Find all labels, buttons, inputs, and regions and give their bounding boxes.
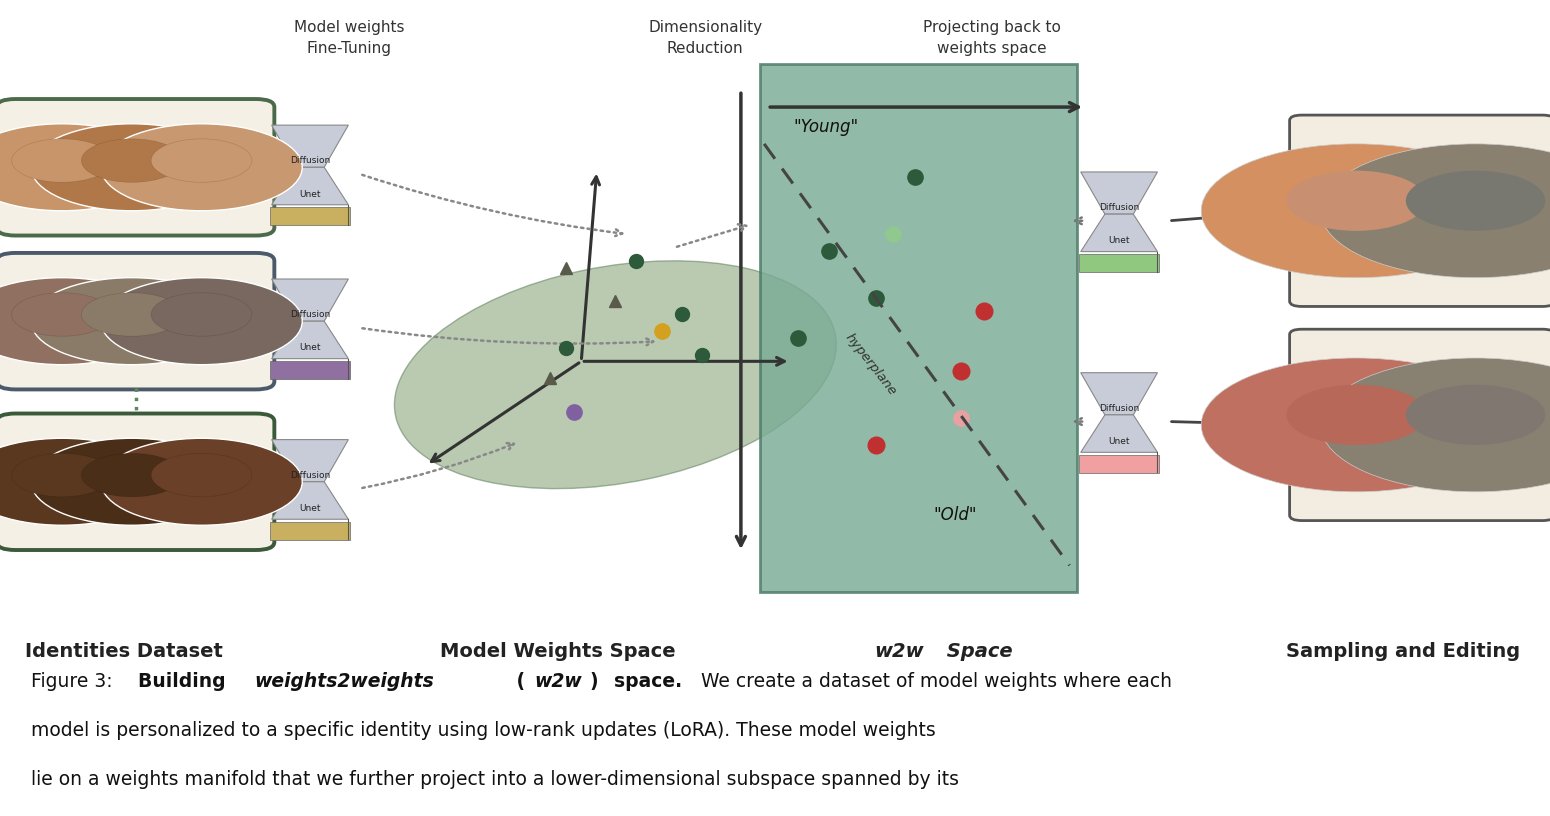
Polygon shape bbox=[1080, 214, 1158, 251]
Text: Identities Dataset: Identities Dataset bbox=[25, 642, 223, 661]
Polygon shape bbox=[271, 322, 349, 359]
Circle shape bbox=[1201, 144, 1511, 277]
Text: Diffusion: Diffusion bbox=[290, 156, 330, 165]
FancyBboxPatch shape bbox=[1079, 255, 1159, 273]
Text: Sampling and Editing: Sampling and Editing bbox=[1285, 642, 1521, 661]
FancyBboxPatch shape bbox=[1290, 329, 1550, 521]
Text: Unet: Unet bbox=[299, 189, 321, 198]
Circle shape bbox=[1321, 144, 1550, 277]
FancyBboxPatch shape bbox=[0, 414, 274, 550]
Polygon shape bbox=[1080, 373, 1158, 415]
Circle shape bbox=[1286, 385, 1426, 445]
Circle shape bbox=[31, 124, 232, 211]
Polygon shape bbox=[271, 167, 349, 205]
Circle shape bbox=[1406, 385, 1545, 445]
Text: Diffusion: Diffusion bbox=[290, 310, 330, 319]
Text: Diffusion: Diffusion bbox=[1099, 404, 1139, 413]
Circle shape bbox=[12, 454, 112, 497]
Circle shape bbox=[12, 139, 112, 182]
Text: Unet: Unet bbox=[1108, 437, 1130, 446]
Text: Diffusion: Diffusion bbox=[1099, 203, 1139, 212]
Circle shape bbox=[0, 277, 163, 365]
Text: Space: Space bbox=[941, 642, 1012, 661]
Circle shape bbox=[101, 438, 302, 526]
Text: Model weights
Fine-Tuning: Model weights Fine-Tuning bbox=[293, 20, 405, 56]
Circle shape bbox=[152, 454, 251, 497]
Text: model is personalized to a specific identity using low-rank updates (LoRA). Thes: model is personalized to a specific iden… bbox=[31, 721, 936, 740]
FancyBboxPatch shape bbox=[1290, 115, 1550, 307]
Text: Unet: Unet bbox=[299, 504, 321, 513]
Polygon shape bbox=[760, 64, 1077, 592]
Ellipse shape bbox=[394, 261, 837, 489]
Polygon shape bbox=[1080, 172, 1158, 214]
Polygon shape bbox=[271, 125, 349, 167]
Text: hyperplane: hyperplane bbox=[843, 331, 899, 398]
Circle shape bbox=[1321, 358, 1550, 492]
Text: "Young": "Young" bbox=[794, 118, 859, 136]
FancyBboxPatch shape bbox=[0, 99, 274, 236]
FancyBboxPatch shape bbox=[0, 253, 274, 389]
Circle shape bbox=[1201, 358, 1511, 492]
Polygon shape bbox=[1080, 415, 1158, 452]
Circle shape bbox=[12, 293, 112, 336]
Text: Projecting back to
weights space: Projecting back to weights space bbox=[924, 20, 1060, 56]
FancyBboxPatch shape bbox=[1079, 455, 1159, 473]
Circle shape bbox=[1286, 171, 1426, 231]
Circle shape bbox=[31, 277, 232, 365]
Circle shape bbox=[0, 124, 163, 211]
Circle shape bbox=[1406, 171, 1545, 231]
Text: w2w: w2w bbox=[874, 642, 924, 661]
Text: Diffusion: Diffusion bbox=[290, 471, 330, 480]
Circle shape bbox=[152, 293, 251, 336]
FancyBboxPatch shape bbox=[270, 361, 350, 379]
Circle shape bbox=[0, 438, 163, 526]
Text: Dimensionality
Reduction: Dimensionality Reduction bbox=[648, 20, 763, 56]
Circle shape bbox=[81, 454, 183, 497]
FancyBboxPatch shape bbox=[270, 522, 350, 540]
Circle shape bbox=[101, 277, 302, 365]
Text: "Old": "Old" bbox=[933, 506, 977, 524]
Text: Unet: Unet bbox=[1108, 237, 1130, 246]
Text: Model Weights Space: Model Weights Space bbox=[440, 642, 676, 661]
Circle shape bbox=[101, 124, 302, 211]
Text: w2w: w2w bbox=[533, 672, 581, 691]
FancyBboxPatch shape bbox=[270, 207, 350, 225]
Polygon shape bbox=[271, 279, 349, 322]
Text: We create a dataset of model weights where each: We create a dataset of model weights whe… bbox=[694, 672, 1172, 691]
Text: Unet: Unet bbox=[299, 344, 321, 353]
Text: space.: space. bbox=[614, 672, 682, 691]
Polygon shape bbox=[271, 440, 349, 481]
Text: weights2weights: weights2weights bbox=[254, 672, 434, 691]
Text: (: ( bbox=[510, 672, 525, 691]
Text: Figure 3:: Figure 3: bbox=[31, 672, 119, 691]
Circle shape bbox=[152, 139, 251, 182]
Circle shape bbox=[31, 438, 232, 526]
Text: ): ) bbox=[591, 672, 606, 691]
Text: Building: Building bbox=[138, 672, 232, 691]
Circle shape bbox=[81, 139, 183, 182]
Circle shape bbox=[81, 293, 183, 336]
Polygon shape bbox=[271, 481, 349, 519]
Text: lie on a weights manifold that we further project into a lower-dimensional subsp: lie on a weights manifold that we furthe… bbox=[31, 770, 959, 789]
